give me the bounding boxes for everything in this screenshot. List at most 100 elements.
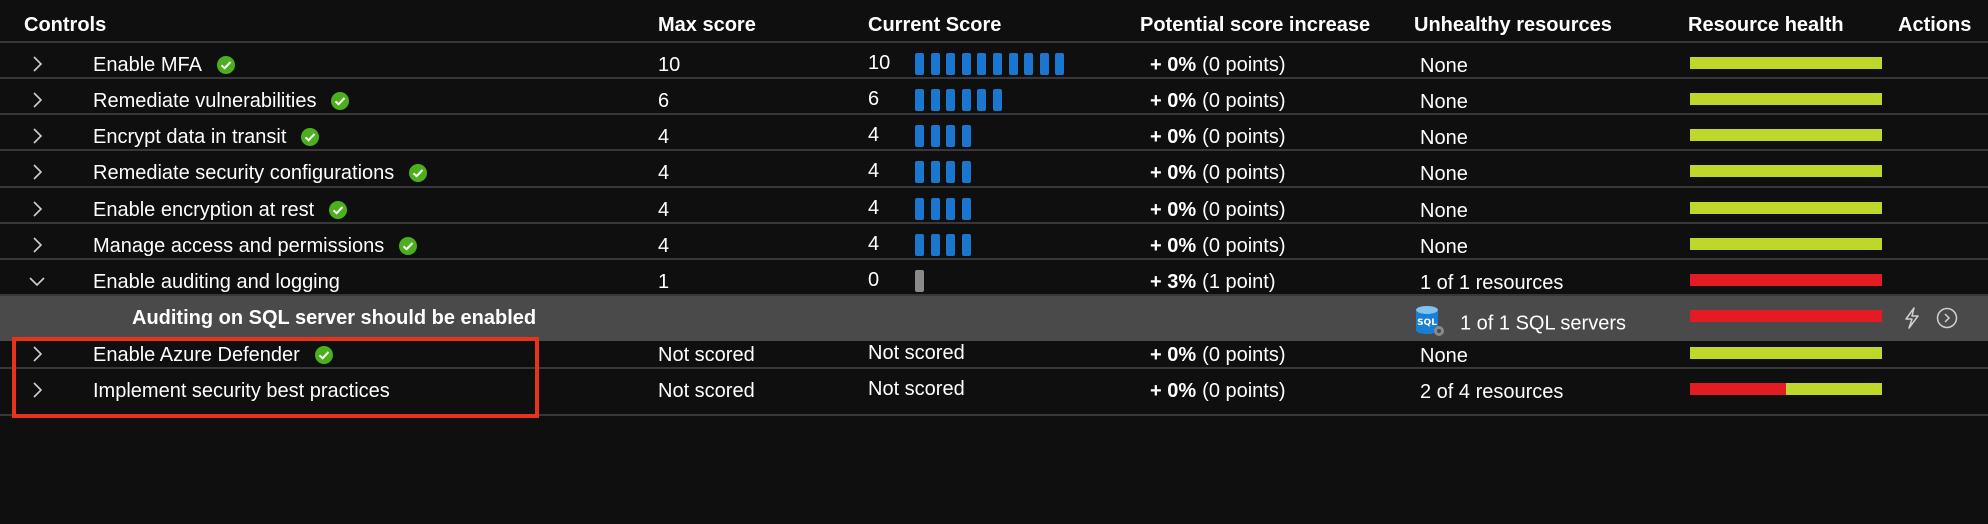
table-row[interactable]: Manage access and permissions 4 4 + 0% (0 po… [0,222,1988,269]
potential-points: (0 points) [1202,235,1286,257]
chevron-right-icon[interactable] [26,343,48,365]
table-row[interactable]: Enable encryption at rest 4 4 + 0% (0 points… [0,186,1988,233]
chevron-right-icon[interactable] [26,234,48,256]
table-row[interactable]: Remediate vulnerabilities 6 6 + 0% (0 points… [0,77,1988,124]
column-header-potential-increase[interactable]: Potential score increase [1140,14,1371,36]
potential-points: (0 points) [1202,199,1286,221]
health-unhealthy-segment [1690,310,1882,322]
resource-health-bar [1690,202,1882,214]
unhealthy-resources: SQL 1 of 1 SQL servers [1414,304,1626,344]
score-segment-bar [915,161,977,185]
table-row[interactable]: Encrypt data in transit 4 4 + 0% (0 points) N… [0,113,1988,160]
score-segment-bar [915,198,977,222]
control-name-text: Remediate security configurations [93,162,395,184]
control-name[interactable]: Remediate security configurations [93,162,428,189]
unhealthy-resources: None [1420,236,1468,258]
max-score: 4 [658,199,670,221]
max-score: 4 [658,162,670,184]
score-segment [961,198,971,220]
score-segment [915,53,924,75]
control-name[interactable]: Implement security best practices [93,380,390,403]
potential-score-increase: + 0% (0 points) [1150,162,1286,185]
unhealthy-resources: None [1420,200,1468,222]
potential-score-increase: + 0% (0 points) [1150,344,1286,367]
potential-points: (0 points) [1202,380,1286,402]
recommendation-row[interactable]: Auditing on SQL server should be enabled… [0,294,1988,341]
resource-health-bar [1690,165,1882,177]
chevron-right-icon[interactable] [26,379,48,401]
column-header-max-score[interactable]: Max score [658,14,756,36]
potential-score-increase: + 0% (0 points) [1150,126,1286,149]
control-name[interactable]: Encrypt data in transit [93,126,320,153]
table-row[interactable]: Implement security best practices Not sco… [0,367,1988,416]
column-header-controls[interactable]: Controls [24,14,107,36]
score-segment-bar [915,89,1009,113]
control-name[interactable]: Enable auditing and logging [93,271,340,294]
quick-fix-icon[interactable] [1902,307,1922,335]
recommendation-name[interactable]: Auditing on SQL server should be enabled [132,307,537,329]
resource-health-bar [1690,347,1882,359]
column-header-unhealthy-resources[interactable]: Unhealthy resources [1414,14,1612,36]
control-name-text: Enable encryption at rest [93,199,315,221]
completed-check-icon [314,345,334,371]
chevron-right-icon[interactable] [26,198,48,220]
potential-percent: + 0% [1150,90,1197,112]
max-score: 4 [658,235,670,257]
score-segment [946,89,956,111]
table-row[interactable]: Enable auditing and logging 1 0 + 3% (1 poin… [0,258,1988,305]
health-unhealthy-segment [1690,383,1786,395]
chevron-right-icon[interactable] [26,161,48,183]
score-segment [977,53,987,75]
control-name-text: Enable Azure Defender [93,344,300,366]
potential-score-increase: + 0% (0 points) [1150,235,1286,258]
score-segment [930,53,940,75]
control-name[interactable]: Enable MFA [93,54,236,81]
score-segment [992,53,1002,75]
control-name[interactable]: Manage access and permissions [93,235,418,262]
score-segment [930,234,940,256]
current-score: 4 [868,233,880,255]
chevron-down-icon[interactable] [26,270,48,292]
control-name[interactable]: Remediate vulnerabilities [93,90,350,117]
max-score: 10 [658,54,681,76]
score-segment [946,53,956,75]
potential-score-increase: + 0% (0 points) [1150,199,1286,222]
score-segment [961,161,971,183]
score-segment [915,89,924,111]
score-segment-bar [915,53,1071,77]
health-healthy-segment [1690,129,1882,141]
control-name[interactable]: Enable encryption at rest [93,199,348,226]
health-healthy-segment [1690,165,1882,177]
control-name-text: Enable auditing and logging [93,271,340,293]
potential-score-increase: + 3% (1 point) [1150,271,1276,294]
chevron-right-icon[interactable] [26,53,48,75]
potential-score-increase: + 0% (0 points) [1150,380,1286,403]
score-segment [1024,53,1034,75]
completed-check-icon [300,127,320,153]
table-row[interactable]: Remediate security configurations 4 4 + 0%(… [0,149,1988,196]
column-header-resource-health[interactable]: Resource health [1688,14,1844,36]
column-header-actions: Actions [1898,14,1972,36]
score-segment [930,161,940,183]
health-healthy-segment [1690,238,1882,250]
chevron-right-icon[interactable] [26,125,48,147]
unhealthy-resources: 2 of 4 resources [1420,381,1564,403]
view-recommendation-icon[interactable] [1936,307,1958,335]
potential-percent: + 0% [1150,235,1197,257]
control-name[interactable]: Enable Azure Defender [93,344,334,371]
column-header-current-score[interactable]: Current Score [868,14,1002,36]
resource-health-bar [1690,383,1882,395]
table-row[interactable]: Enable MFA 10 10 + 0% (0 points) None [0,41,1988,88]
current-score: Not scored [868,378,965,400]
current-score: Not scored [868,342,965,364]
completed-check-icon [330,91,350,117]
unhealthy-resources: None [1420,345,1468,367]
health-healthy-segment [1690,202,1882,214]
completed-check-icon [328,200,348,226]
control-name-text: Remediate vulnerabilities [93,90,317,112]
potential-percent: + 0% [1150,380,1197,402]
table-header: Controls Max score Current Score Potenti… [0,0,1988,50]
completed-check-icon [408,163,428,189]
chevron-right-icon[interactable] [26,89,48,111]
